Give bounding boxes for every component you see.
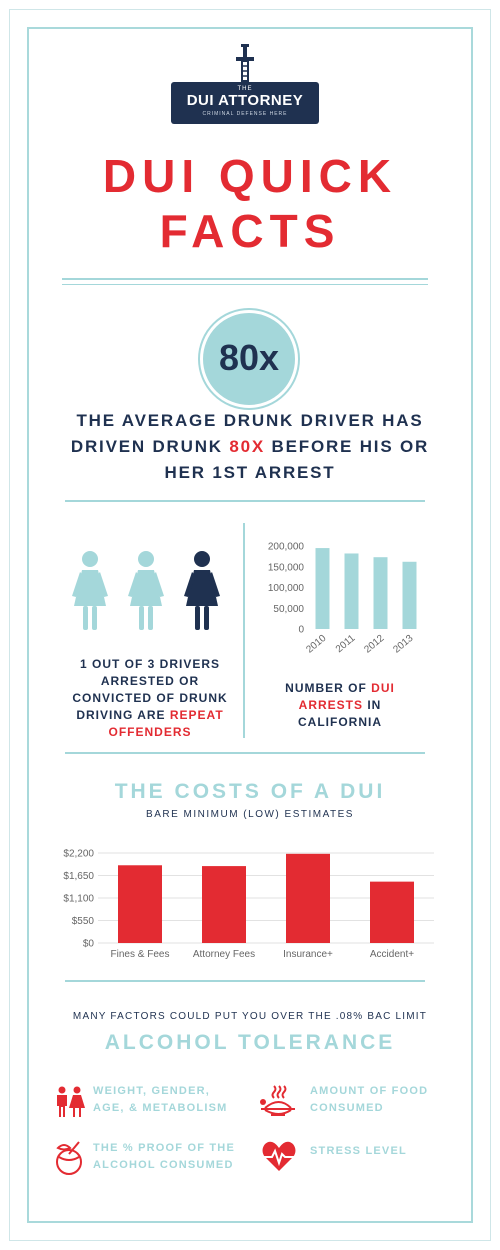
- woman-icon-highlighted: [184, 551, 220, 630]
- arrests-caption: NUMBER OF DUI ARRESTS IN CALIFORNIA: [270, 680, 410, 731]
- costs-subtitle: BARE MINIMUM (LOW) ESTIMATES: [146, 809, 354, 820]
- couple-icon: [57, 1086, 85, 1117]
- stat-headline: THE AVERAGE DRUNK DRIVER HAS DRIVEN DRUN…: [60, 408, 440, 486]
- factor-stress: STRESS LEVEL: [310, 1145, 407, 1157]
- x-tick-label: 2010: [304, 633, 328, 656]
- page-title-line2: FACTS: [159, 205, 341, 257]
- heartbeat-icon: [262, 1141, 296, 1171]
- arrests-text-after: IN CALIFORNIA: [298, 698, 382, 729]
- bar: [344, 553, 359, 629]
- bar: [370, 881, 414, 943]
- factor-proof-line1: THE % PROOF OF THE: [93, 1142, 235, 1154]
- arrests-text-before: NUMBER OF: [285, 681, 372, 695]
- stat-circle: 80x: [200, 310, 298, 408]
- y-tick-label: 150,000: [268, 562, 305, 573]
- x-tick-label: Attorney Fees: [193, 949, 255, 960]
- factor-weight: WEIGHT, GENDER, AGE, & METABOLISM: [93, 1083, 227, 1117]
- repeat-caption: 1 OUT OF 3 DRIVERS ARRESTED OR CONVICTED…: [70, 656, 230, 741]
- factor-weight-line2: AGE, & METABOLISM: [93, 1102, 228, 1114]
- factor-food: AMOUNT OF FOOD CONSUMED: [310, 1083, 428, 1117]
- people-group: [72, 551, 220, 630]
- x-tick-label: 2012: [362, 633, 386, 656]
- divider: [65, 980, 425, 982]
- costs-title: THE COSTS OF A DUI: [114, 780, 386, 803]
- divider: [62, 278, 428, 280]
- y-tick-label: 0: [298, 625, 304, 636]
- y-tick-label: $2,200: [63, 849, 94, 860]
- bar: [118, 865, 162, 943]
- brand-logo: THE DUI ATTORNEY CRIMINAL DEFENSE HERE: [171, 82, 319, 124]
- woman-icon: [72, 551, 108, 630]
- stat-value: 80x: [218, 337, 280, 378]
- brand-the: THE: [237, 86, 253, 92]
- page-title-line1: DUI QUICK: [102, 150, 398, 202]
- y-tick-label: 100,000: [268, 583, 305, 594]
- arrests-highlight: DUI ARRESTS: [298, 681, 395, 712]
- arrests-chart: 0 50,000 100,000 150,000 200,000 2010 2011 2012…: [268, 542, 417, 656]
- bar: [202, 866, 246, 943]
- brand-name: DUI ATTORNEY: [186, 92, 304, 109]
- y-tick-label: $550: [72, 916, 95, 927]
- inner-border: [27, 27, 473, 1223]
- outer-border: [9, 9, 491, 1241]
- repeat-highlight: REPEAT OFFENDERS: [108, 708, 224, 739]
- factor-food-line1: AMOUNT OF FOOD: [310, 1085, 429, 1097]
- divider-thin: [62, 284, 428, 285]
- brand-tagline: CRIMINAL DEFENSE HERE: [202, 111, 288, 117]
- bar: [402, 561, 417, 629]
- stat-text-before: THE AVERAGE DRUNK DRIVER HAS DRIVEN DRUN…: [70, 411, 424, 456]
- bar: [315, 548, 330, 629]
- divider: [65, 500, 425, 502]
- x-tick-label: 2013: [391, 633, 415, 656]
- stat-text-after: BEFORE HIS OR HER 1ST ARREST: [164, 437, 430, 482]
- x-tick-label: 2011: [334, 633, 358, 656]
- hot-food-icon: [260, 1085, 295, 1116]
- factor-food-line2: CONSUMED: [310, 1102, 384, 1114]
- coconut-drink-icon: [56, 1141, 82, 1175]
- factors-intro: MANY FACTORS COULD PUT YOU OVER THE .08%…: [72, 1011, 428, 1022]
- factor-weight-line1: WEIGHT, GENDER,: [93, 1085, 211, 1097]
- y-tick-label: 200,000: [268, 542, 305, 553]
- bar: [286, 853, 330, 943]
- factor-proof-line2: ALCOHOL CONSUMED: [93, 1159, 234, 1171]
- vertical-divider: [243, 523, 245, 738]
- y-tick-label: $0: [83, 939, 95, 950]
- x-tick-label: Fines & Fees: [111, 949, 170, 960]
- tolerance-title: ALCOHOL TOLERANCE: [104, 1031, 396, 1054]
- y-tick-label: $1,100: [63, 894, 94, 905]
- x-tick-label: Accident+: [370, 949, 414, 960]
- woman-icon: [128, 551, 164, 630]
- divider: [65, 752, 425, 754]
- repeat-text-before: 1 OUT OF 3 DRIVERS ARRESTED OR CONVICTED…: [72, 657, 228, 722]
- x-tick-label: Insurance+: [283, 949, 333, 960]
- stat-highlight: 80X: [229, 437, 266, 456]
- costs-chart: $0 $550 $1,100 $1,650 $2,200 Fines & Fees Atto…: [63, 849, 434, 960]
- y-tick-label: 50,000: [273, 604, 304, 615]
- bar: [373, 557, 388, 629]
- y-tick-label: $1,650: [63, 871, 94, 882]
- factor-proof: THE % PROOF OF THE ALCOHOL CONSUMED: [93, 1140, 235, 1174]
